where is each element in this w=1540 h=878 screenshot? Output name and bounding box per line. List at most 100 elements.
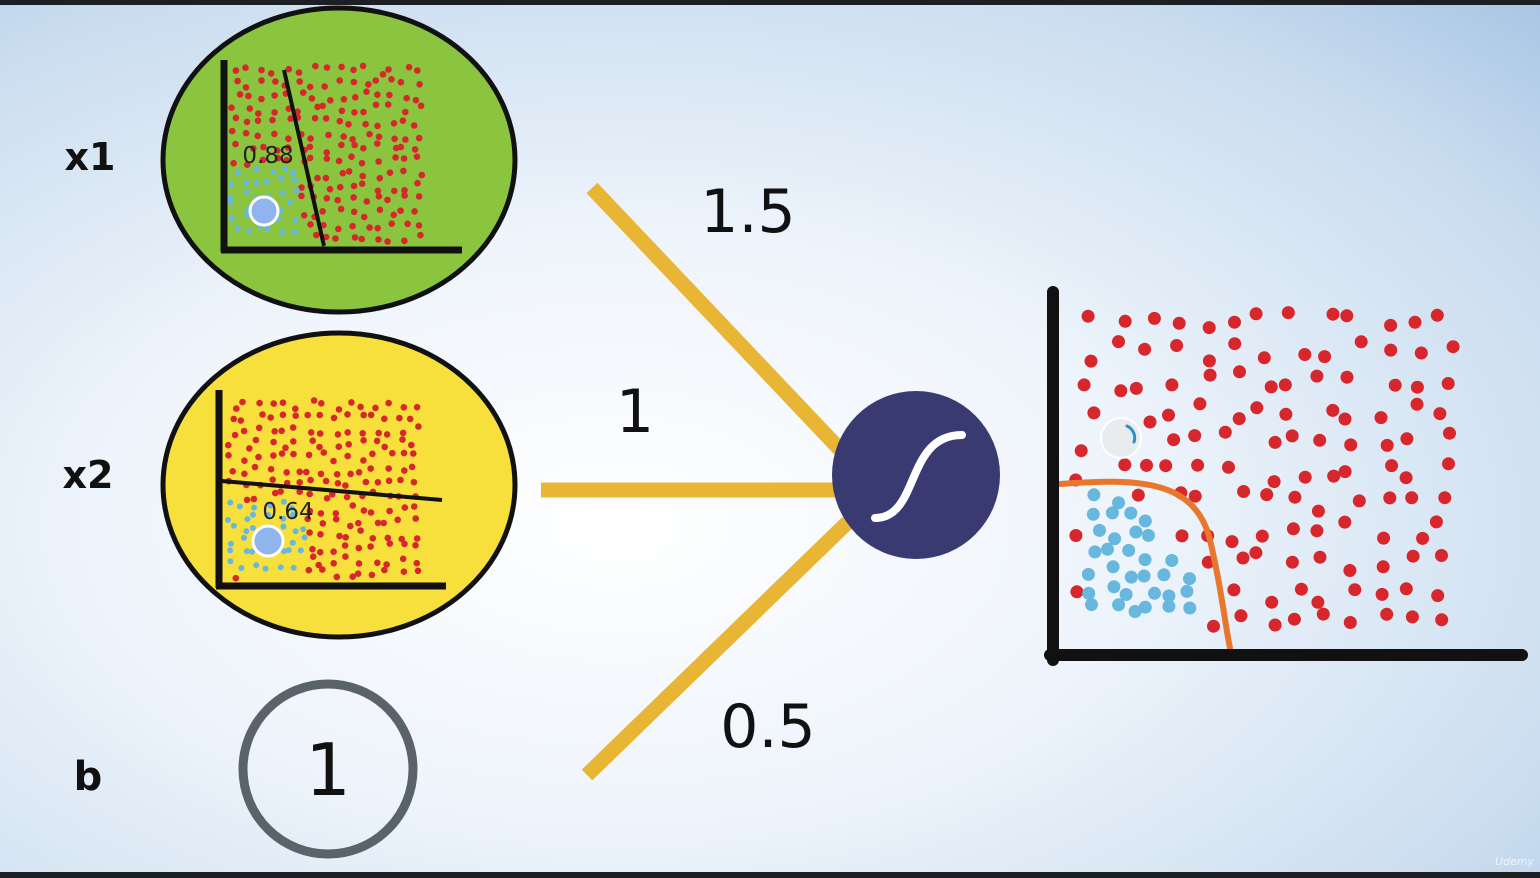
x2-red-point [400, 568, 408, 575]
x2-red-point [267, 465, 275, 473]
x1-red-point [254, 117, 262, 124]
x1-red-point [350, 66, 357, 74]
x2-blue-point [238, 565, 245, 571]
output-blue-point [1141, 528, 1155, 542]
output-blue-point [1087, 488, 1101, 502]
x1-red-point [228, 104, 235, 111]
output-red-point [1298, 470, 1312, 484]
x2-red-point [279, 399, 287, 407]
x2-red-point [290, 450, 297, 458]
output-red-point [1249, 307, 1263, 321]
x2-red-point [397, 476, 404, 484]
x2-red-point [330, 548, 337, 555]
x2-blue-point [227, 558, 234, 565]
x2-red-point [309, 553, 317, 560]
x2-red-point [292, 405, 299, 413]
x2-red-point [385, 477, 393, 485]
output-red-point [1318, 350, 1332, 364]
x1-red-point [392, 154, 399, 161]
x2-blue-point [289, 539, 296, 546]
x1-mini-plot [226, 62, 426, 245]
x1-red-point [340, 96, 348, 103]
x2-red-point [330, 560, 338, 567]
x1-red-point [336, 183, 344, 191]
x2-red-point [323, 495, 331, 502]
output-red-point [1344, 438, 1358, 452]
x1-red-point [232, 114, 240, 122]
x2-red-point [335, 443, 343, 451]
x2-red-point [332, 510, 340, 517]
output-red-point [1326, 403, 1340, 417]
x1-red-point [404, 220, 411, 228]
output-decision-boundary [1057, 478, 1233, 651]
x2-red-point [309, 437, 317, 445]
input-label-x1: x1 [65, 135, 116, 179]
x2-red-point [309, 545, 316, 553]
x1-red-point [415, 193, 423, 200]
x1-red-point [335, 225, 342, 233]
x1-red-point [283, 156, 290, 164]
output-blue-point [1183, 572, 1196, 586]
x1-red-point [388, 220, 396, 227]
output-blue-point [1101, 542, 1114, 556]
output-red-point [1228, 315, 1241, 329]
x1-red-point [375, 193, 383, 200]
x2-red-point [347, 470, 354, 478]
x1-red-point [386, 169, 394, 176]
x1-red-point [411, 146, 419, 153]
x2-blue-point [290, 511, 297, 518]
x1-red-point [375, 133, 383, 141]
x1-red-point [307, 221, 314, 228]
x2-red-point [270, 452, 277, 459]
output-red-point [1343, 616, 1357, 629]
output-red-point [1159, 459, 1173, 473]
x2-red-point [367, 509, 375, 516]
x1-red-point [230, 159, 237, 167]
output-red-point [1408, 315, 1422, 329]
output-red-point [1118, 314, 1132, 328]
x2-red-point [282, 444, 289, 452]
x2-red-point [289, 424, 297, 431]
x2-red-point [278, 427, 286, 435]
x1-red-point [376, 174, 384, 182]
output-blue-point [1129, 525, 1143, 539]
x1-red-point [416, 81, 423, 88]
output-red-point [1385, 459, 1399, 473]
x2-blue-point [297, 547, 304, 554]
x1-red-point [338, 63, 345, 71]
x1-red-point [308, 95, 316, 102]
x1-red-point [338, 141, 345, 149]
x1-red-point [360, 145, 367, 152]
x1-red-point [334, 196, 342, 204]
x1-red-point [246, 105, 254, 112]
x1-blue-point [293, 187, 300, 194]
x2-red-point [360, 437, 367, 444]
x2-red-point [406, 415, 414, 423]
x2-red-point [413, 559, 421, 567]
x1-red-point [313, 231, 320, 239]
output-red-point [1446, 340, 1460, 354]
output-blue-point [1138, 514, 1152, 528]
x1-red-point [337, 205, 345, 213]
x1-red-point [314, 103, 321, 111]
x1-red-point [306, 143, 314, 151]
x2-red-point [330, 414, 338, 422]
output-blue-point [1119, 588, 1133, 601]
x2-sample-point [251, 524, 285, 558]
x1-red-point [359, 62, 367, 70]
input-node-x2: 0.64 [160, 330, 518, 640]
output-red-point [1383, 491, 1397, 505]
output-red-point [1257, 351, 1271, 365]
x1-red-point [397, 207, 404, 214]
bias-value: 1 [305, 728, 351, 812]
x1-red-point [403, 94, 411, 102]
x2-red-point [401, 467, 408, 474]
x2-blue-point [236, 503, 243, 510]
x2-red-point [334, 480, 342, 487]
output-red-point [1384, 318, 1398, 332]
x2-red-point [250, 495, 258, 503]
x2-red-point [413, 535, 421, 542]
x2-red-point [401, 540, 408, 548]
sigmoid-icon [871, 431, 966, 522]
x2-red-point [270, 438, 277, 446]
